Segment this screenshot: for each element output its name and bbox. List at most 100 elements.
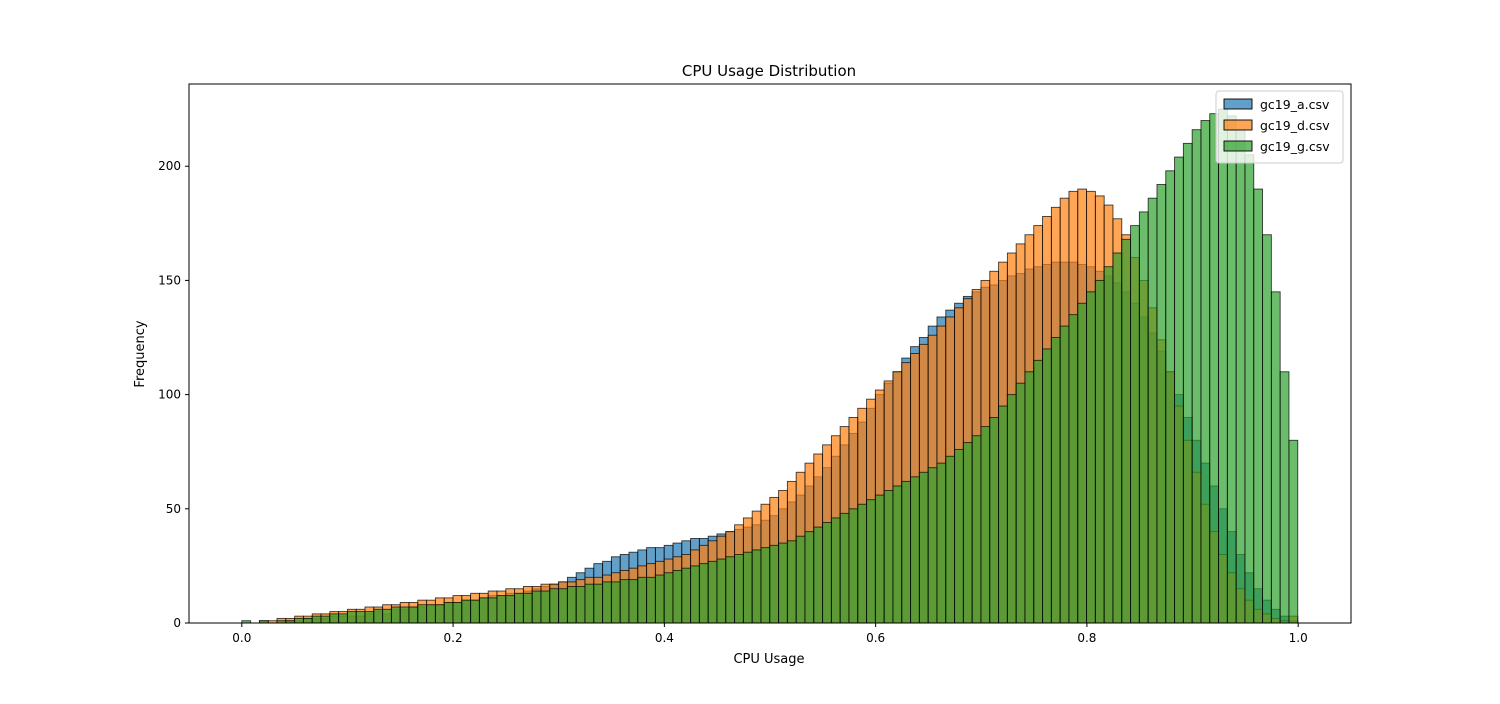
histogram-bar: [338, 613, 348, 624]
histogram-bar: [927, 467, 938, 624]
histogram-bar: [426, 604, 436, 624]
y-tick-label: 100: [158, 388, 181, 402]
histogram-bar: [1226, 115, 1237, 624]
histogram-bar: [522, 592, 533, 624]
histogram-bar: [1138, 211, 1149, 624]
histogram-bar: [813, 526, 824, 624]
histogram-bar: [962, 442, 973, 624]
histogram-bar: [1235, 129, 1246, 624]
histogram-bar: [980, 426, 991, 624]
histogram-bar: [558, 588, 568, 624]
histogram-bar: [663, 572, 674, 624]
histogram-bar: [1006, 394, 1017, 624]
histogram-bar: [769, 544, 780, 624]
histogram-bar: [654, 574, 665, 624]
histogram-bar: [716, 558, 727, 624]
histogram-bar: [1156, 184, 1167, 624]
histogram-bar: [1015, 382, 1026, 624]
histogram-bar: [329, 613, 340, 624]
histogram-bar: [1270, 291, 1281, 624]
y-tick-label: 50: [166, 502, 181, 516]
histogram-bar: [1218, 108, 1228, 624]
legend-swatch: [1223, 140, 1253, 152]
histogram-bar: [452, 601, 463, 624]
histogram-bar: [751, 549, 762, 624]
histogram-bar: [1024, 371, 1035, 624]
histogram-bar: [540, 590, 551, 624]
histogram-bar: [786, 540, 797, 624]
histogram-bar: [1077, 302, 1088, 624]
histogram-bar: [302, 617, 313, 624]
histogram-bar: [1068, 314, 1079, 624]
histogram-bar: [1174, 156, 1184, 624]
axes-frame: [188, 83, 1352, 624]
histogram-bar: [619, 579, 630, 624]
x-tick-label: 0.4: [655, 631, 674, 645]
histogram-bar: [1182, 142, 1193, 624]
x-tick-label: 0.6: [866, 631, 885, 645]
histogram-bar: [399, 606, 410, 624]
histogram-bar: [954, 448, 964, 624]
histogram-bar: [549, 588, 560, 624]
plot-area: [188, 83, 1352, 624]
histogram-bar: [910, 476, 920, 624]
histogram-bar: [1130, 225, 1140, 624]
histogram-bar: [1200, 120, 1211, 624]
histogram-bar: [646, 576, 656, 624]
histogram-bar: [1244, 154, 1255, 624]
histogram-bar: [294, 617, 304, 624]
histogram-bar: [822, 522, 832, 624]
histogram-bar: [945, 455, 956, 624]
histogram-bar: [584, 583, 595, 624]
histogram-bar: [1191, 129, 1202, 624]
histogram-bar: [734, 554, 744, 624]
histogram-bar: [1050, 337, 1061, 624]
histogram-bar: [681, 567, 692, 624]
y-tick-label: 150: [158, 273, 181, 287]
histogram-bar: [901, 480, 912, 624]
histogram-bar: [866, 499, 876, 624]
histogram-bar: [1147, 197, 1158, 624]
histogram-bar: [1121, 238, 1132, 624]
histogram-bar: [364, 611, 375, 624]
histogram-bar: [1262, 234, 1272, 624]
histogram-bar: [989, 417, 1000, 624]
histogram-bar: [1103, 266, 1114, 624]
x-axis-label: CPU Usage: [733, 652, 804, 667]
histogram-bar: [830, 517, 841, 624]
histogram-bar: [610, 581, 621, 624]
histogram-bar: [1112, 252, 1123, 624]
histogram-bar: [320, 615, 331, 624]
histogram-bar: [1059, 325, 1070, 624]
legend-label: gc19_d.csv: [1260, 118, 1330, 133]
histogram-bar: [936, 462, 947, 624]
histogram-bar: [531, 590, 542, 624]
histogram-bar: [1094, 279, 1105, 624]
histogram-bar: [434, 604, 445, 624]
histogram-bar: [408, 606, 419, 624]
histogram-bar: [672, 570, 683, 624]
histogram-bar: [346, 611, 357, 624]
histogram-bar: [373, 608, 384, 624]
histogram-bar: [355, 611, 366, 624]
x-tick-label: 0.8: [1077, 631, 1096, 645]
histogram-bar: [575, 586, 586, 624]
histogram-bar: [602, 581, 612, 624]
histogram-bar: [487, 597, 498, 624]
histogram-bar: [593, 583, 604, 624]
histogram-bar: [804, 531, 815, 624]
histogram-bar: [637, 576, 648, 624]
x-tick-label: 1.0: [1289, 631, 1308, 645]
x-axis-ticks: 0.0 0.2 0.4 0.6 0.8 1.0: [232, 623, 1308, 645]
histogram-bar: [417, 604, 428, 624]
legend-swatch: [1223, 98, 1253, 110]
histogram-bar: [760, 547, 771, 624]
histogram-bar: [725, 556, 736, 624]
histogram-bar: [390, 606, 401, 624]
histogram-bar: [998, 405, 1008, 624]
y-tick-label: 200: [158, 159, 181, 173]
histogram-bar: [848, 508, 859, 624]
histogram-bar: [478, 597, 489, 624]
series-3-bars: [241, 108, 1299, 624]
